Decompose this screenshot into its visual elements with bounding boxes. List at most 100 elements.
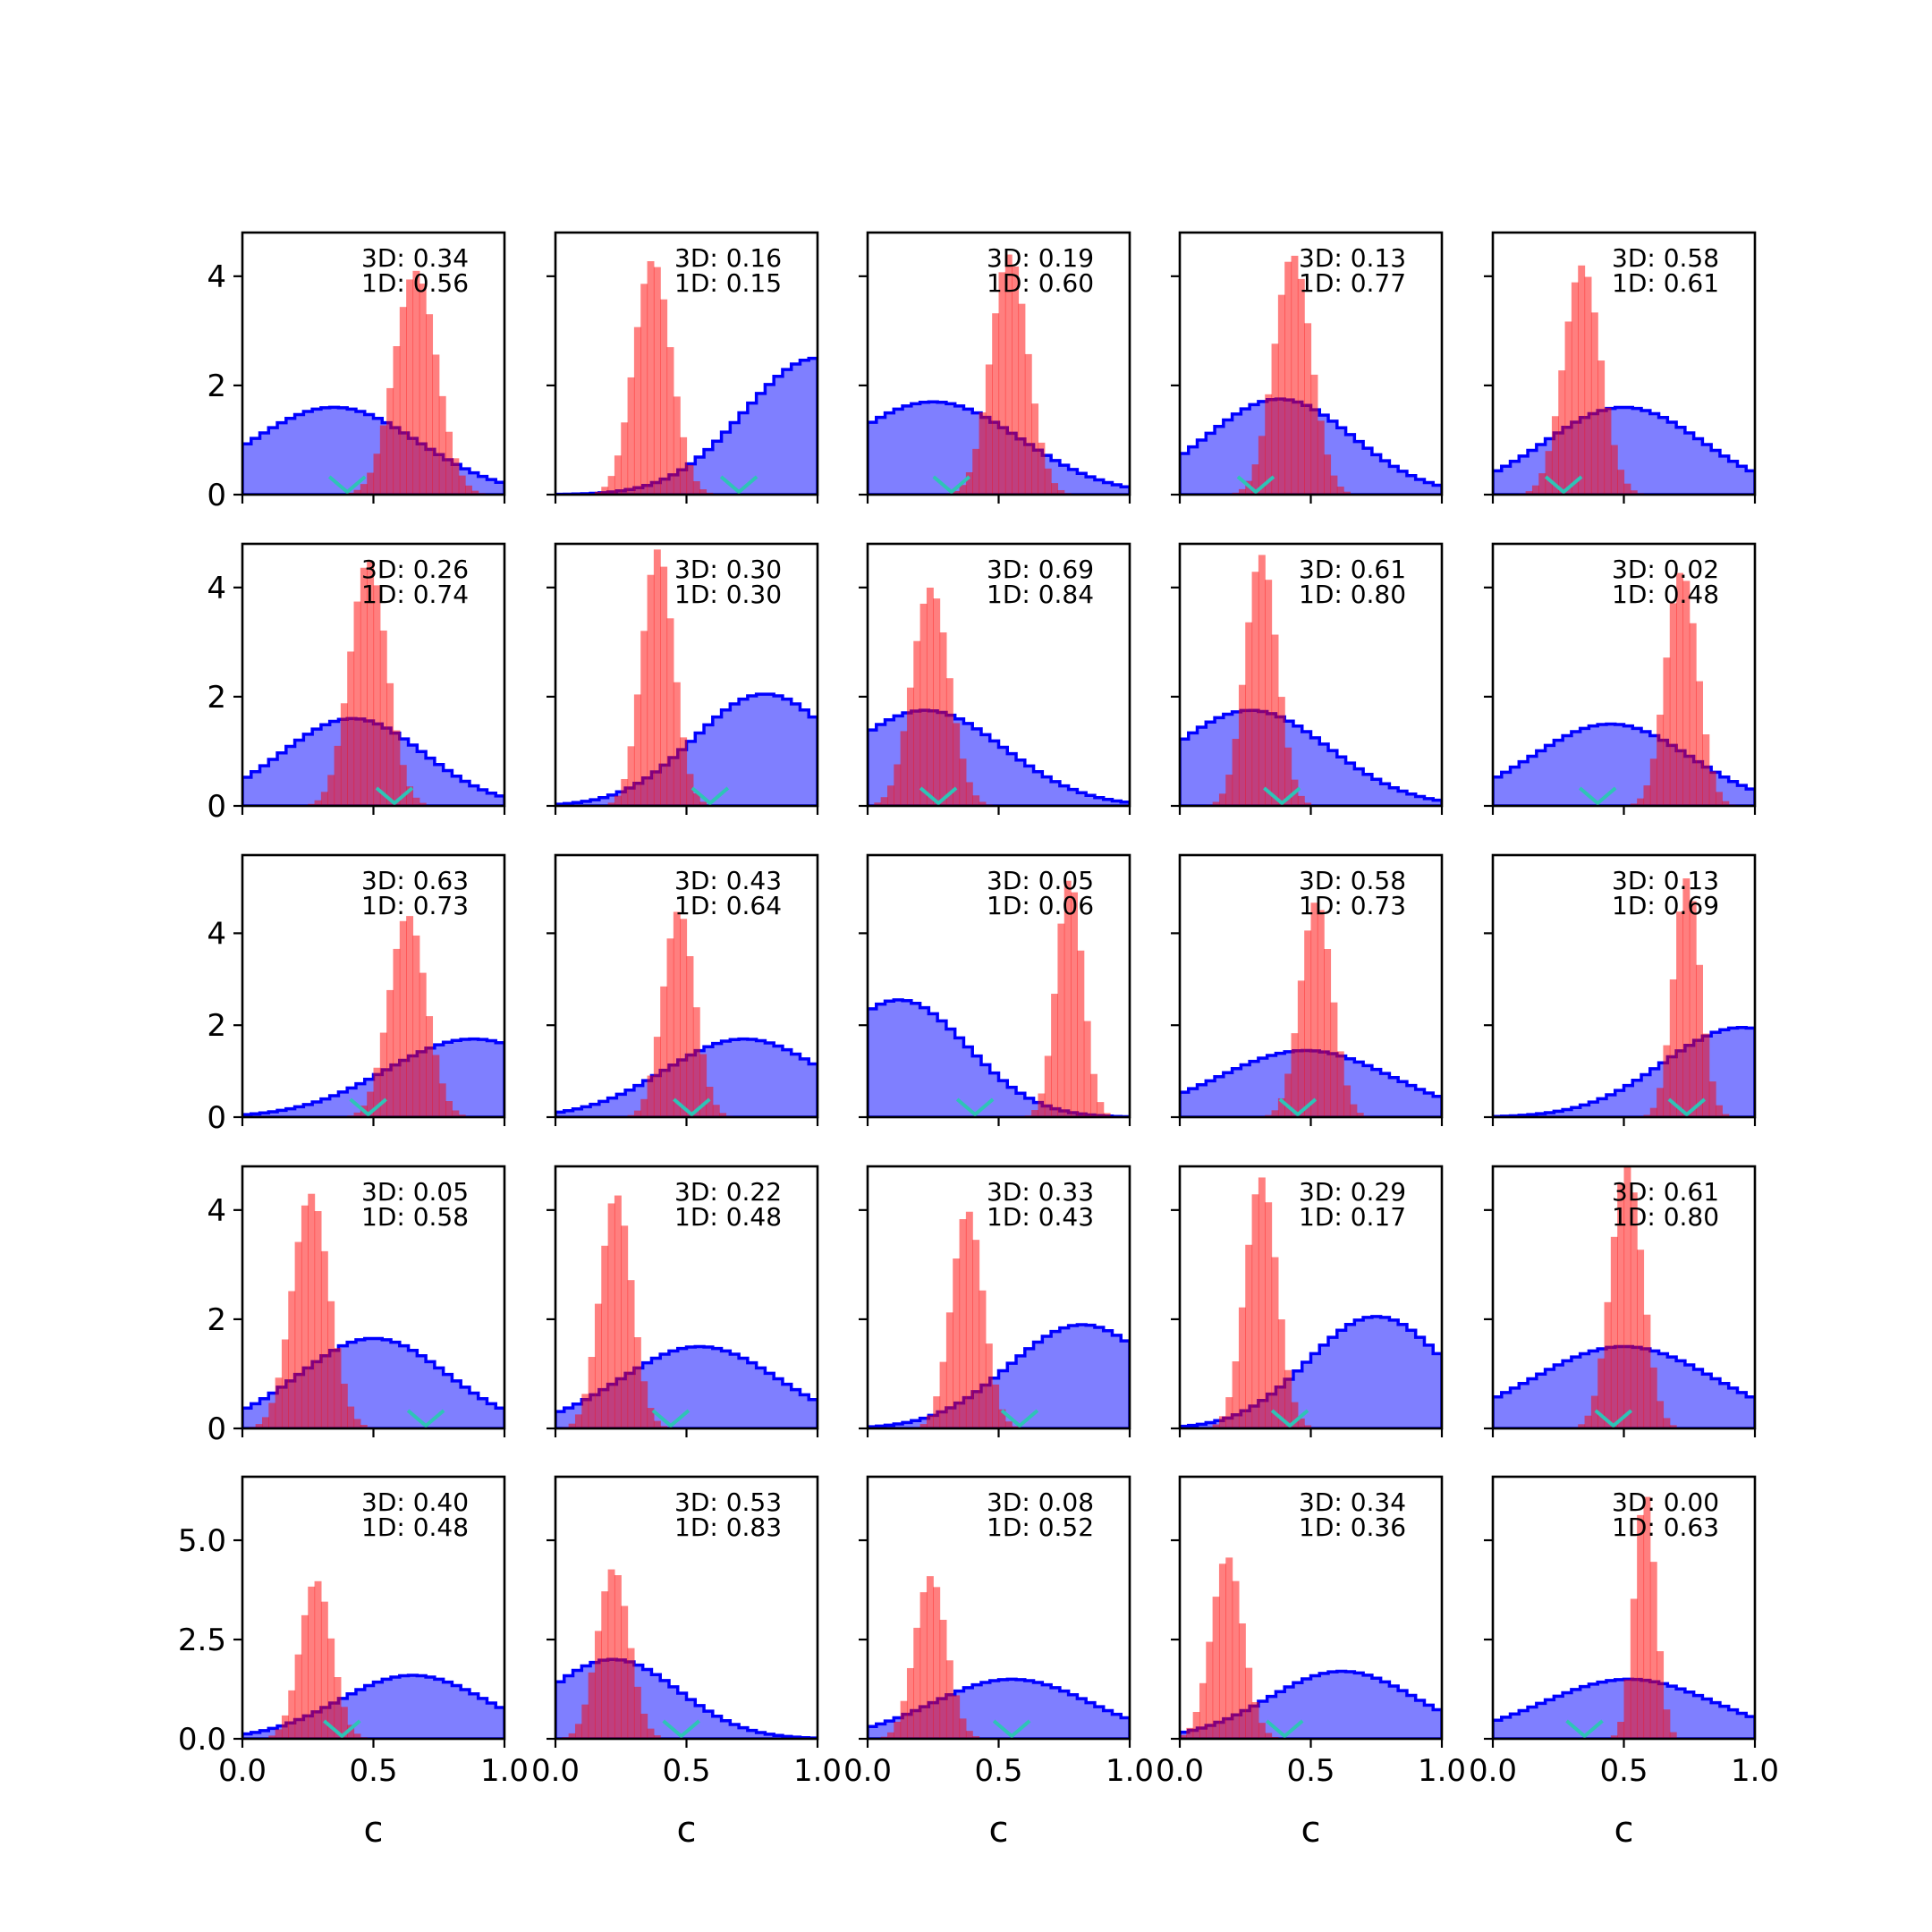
posterior-bar <box>640 1713 648 1739</box>
posterior-bar <box>379 630 387 806</box>
posterior-bar <box>660 566 668 806</box>
posterior-bar <box>621 1225 629 1428</box>
posterior-bar <box>386 682 394 806</box>
posterior-bar <box>959 1718 967 1739</box>
annotation-3d: 3D: 0.58 <box>1299 866 1406 895</box>
posterior-bar <box>1271 634 1279 806</box>
posterior-bar <box>1245 1244 1253 1428</box>
plot-area <box>868 1211 1130 1428</box>
posterior-bar <box>1284 1073 1292 1117</box>
posterior-bar <box>627 377 635 495</box>
posterior-bar <box>373 453 381 495</box>
plot-area <box>555 549 818 806</box>
x-tick-label: 0.5 <box>1599 1753 1648 1789</box>
x-tick-label: 1.0 <box>1106 1753 1154 1789</box>
posterior-bar <box>1551 416 1559 495</box>
posterior-bar <box>379 425 387 495</box>
posterior-bar <box>1206 1641 1214 1739</box>
true-value-marker <box>1578 786 1617 806</box>
x-tick-label: 1.0 <box>480 1753 529 1789</box>
posterior-bar <box>1578 1424 1586 1428</box>
posterior-bar <box>913 1627 921 1739</box>
posterior-bar <box>1284 747 1292 806</box>
posterior-bar <box>614 455 622 495</box>
posterior-bar <box>1265 1202 1273 1428</box>
posterior-bar <box>288 1291 296 1428</box>
plot-area <box>1493 1496 1755 1739</box>
posterior-bar <box>574 1414 582 1428</box>
true-value-marker <box>673 1097 711 1117</box>
annotation-1d: 1D: 0.36 <box>1299 1513 1406 1542</box>
posterior-bar <box>992 1384 1000 1428</box>
x-axis-label: c <box>364 1809 384 1851</box>
posterior-bar <box>340 1707 348 1739</box>
x-axis-label: c <box>1614 1809 1634 1851</box>
x-tick-label: 0.5 <box>662 1753 710 1789</box>
posterior-bar <box>633 1686 641 1739</box>
posterior-bar <box>919 603 928 806</box>
posterior-bar <box>906 1667 914 1739</box>
plot-area <box>1493 1166 1755 1428</box>
posterior-bar <box>1663 1418 1671 1428</box>
true-value-marker <box>1265 1719 1304 1739</box>
posterior-bar <box>1643 1496 1651 1739</box>
posterior-bar <box>1304 323 1312 495</box>
posterior-bar <box>894 1721 902 1739</box>
posterior-bar <box>419 802 427 806</box>
true-value-marker <box>1565 1719 1604 1739</box>
annotation-1d: 1D: 0.69 <box>1612 891 1719 920</box>
posterior-bar <box>945 678 953 806</box>
posterior-bar <box>1584 276 1592 495</box>
posterior-bar <box>1604 407 1612 495</box>
posterior-bar <box>607 802 615 806</box>
posterior-bar <box>1597 1358 1606 1428</box>
true-value-marker <box>1594 1409 1633 1428</box>
posterior-bar <box>1271 1257 1279 1428</box>
plot-area <box>868 254 1130 495</box>
posterior-bar <box>353 601 361 806</box>
posterior-bar <box>1258 1723 1266 1739</box>
posterior-bar <box>939 1361 947 1428</box>
posterior-bar <box>1584 1415 1592 1428</box>
posterior-bar <box>1657 1651 1665 1739</box>
posterior-bar <box>1271 343 1279 495</box>
posterior-bar <box>399 307 407 495</box>
annotation-3d: 3D: 0.61 <box>1612 1177 1719 1207</box>
posterior-bar <box>614 795 622 806</box>
annotation-1d: 1D: 0.60 <box>987 268 1094 298</box>
true-value-marker <box>1544 475 1583 495</box>
posterior-bar <box>1604 1301 1612 1428</box>
x-tick-label: 1.0 <box>793 1753 842 1789</box>
posterior-bar <box>1696 964 1703 1117</box>
posterior-bar <box>953 490 961 495</box>
posterior-bar <box>1083 1021 1091 1117</box>
posterior-bar <box>373 585 381 806</box>
posterior-bar <box>419 284 427 495</box>
posterior-bar <box>1531 485 1539 495</box>
posterior-bar <box>627 1280 635 1428</box>
posterior-bar <box>1538 473 1546 495</box>
posterior-bar <box>933 598 941 806</box>
plot-area <box>242 561 504 806</box>
posterior-bar <box>1722 1114 1730 1117</box>
posterior-bar <box>1238 488 1246 495</box>
plot-area <box>242 1193 504 1428</box>
posterior-bar <box>1258 436 1266 495</box>
y-tick-label: 0 <box>207 1411 226 1447</box>
plot-area <box>868 1576 1130 1739</box>
plot-area <box>1180 1557 1442 1739</box>
annotation-3d: 3D: 0.05 <box>361 1177 469 1207</box>
posterior-bar <box>432 1055 440 1117</box>
posterior-bar <box>1336 487 1344 495</box>
posterior-bar <box>1251 572 1259 806</box>
posterior-bar <box>601 487 609 495</box>
posterior-bar <box>686 464 694 495</box>
posterior-bar <box>1617 1183 1625 1428</box>
